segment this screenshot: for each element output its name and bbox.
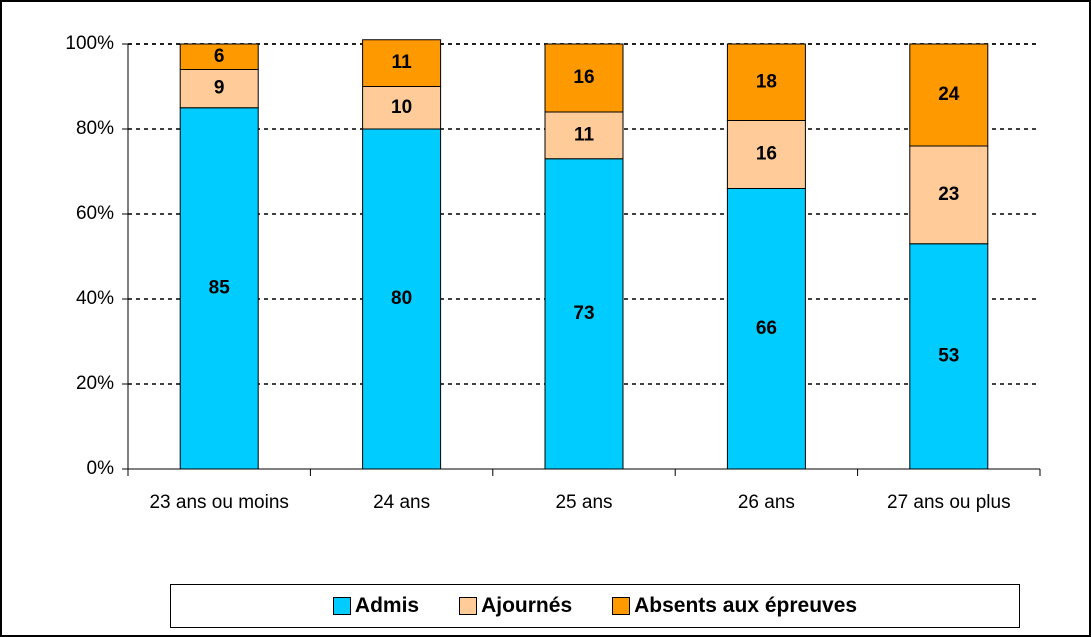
data-label: 16	[573, 67, 594, 88]
bar-segment	[726, 43, 806, 121]
bar-segment	[179, 43, 259, 70]
data-label: 18	[756, 71, 777, 92]
data-label: 10	[391, 97, 412, 118]
legend-label: Absents aux épreuves	[634, 594, 858, 617]
legend-item: Absents aux épreuves	[612, 594, 857, 618]
y-tick-label: 60%	[76, 203, 114, 224]
y-tick-label: 20%	[76, 373, 114, 394]
y-tick-label: 100%	[65, 33, 114, 54]
data-label: 16	[756, 144, 777, 165]
bar-segment	[362, 128, 442, 470]
y-tick-label: 40%	[76, 288, 114, 309]
legend: Admis Ajournés Absents aux épreuves	[170, 584, 1020, 628]
bar-segment	[726, 188, 806, 470]
data-label: 11	[574, 124, 595, 145]
x-tick-label: 23 ans ou moins	[149, 492, 289, 513]
x-tick-label: 25 ans	[555, 492, 613, 513]
legend-swatch	[459, 597, 478, 615]
data-label: 24	[938, 84, 960, 105]
bar-segment	[909, 243, 989, 470]
bar-segment	[909, 145, 989, 245]
legend-item: Admis	[332, 594, 420, 618]
x-tick-label: 26 ans	[737, 492, 795, 513]
data-label: 11	[392, 52, 413, 73]
data-label: 53	[938, 345, 959, 366]
data-label: 6	[214, 46, 225, 67]
data-label: 66	[756, 318, 777, 339]
legend-label: Ajournés	[481, 594, 573, 617]
bar-segment	[179, 107, 259, 470]
legend-swatch	[332, 597, 351, 615]
legend-swatch	[612, 597, 631, 615]
legend-label: Admis	[354, 594, 420, 617]
y-tick-label: 80%	[76, 118, 114, 139]
data-label: 73	[573, 303, 594, 324]
data-label: 80	[391, 288, 412, 309]
bar-segment	[362, 86, 442, 130]
x-tick-label: 27 ans ou plus	[887, 492, 1011, 513]
bar-segment	[362, 39, 442, 87]
legend-item: Ajournés	[459, 594, 572, 618]
bar-segment	[544, 43, 624, 113]
bar-segment	[909, 43, 989, 147]
x-tick-label: 24 ans	[373, 492, 431, 513]
y-tick-label: 0%	[87, 458, 115, 479]
data-label: 23	[938, 184, 959, 205]
data-label: 9	[214, 78, 225, 99]
bar-segment	[544, 158, 624, 470]
data-label: 85	[209, 277, 231, 298]
bar-segment	[726, 120, 806, 189]
